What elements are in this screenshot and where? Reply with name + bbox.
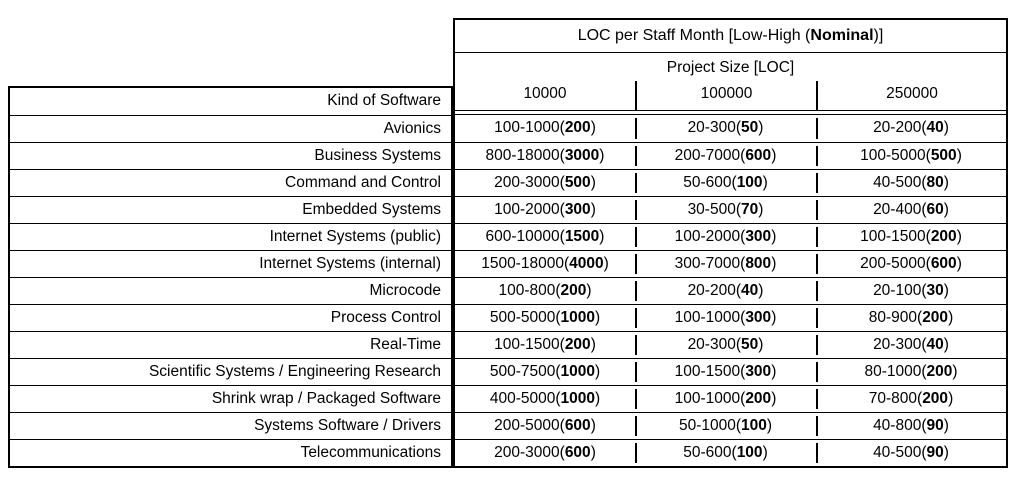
table-title-prefix: LOC per Staff Month [Low-High ( [577, 27, 811, 44]
value-cell: 200-3000(500) [494, 174, 596, 191]
kind-cell: Telecommunications [10, 439, 451, 466]
value-cell: 500-5000(1000) [489, 309, 601, 326]
table-title: LOC per Staff Month [Low-High (Nominal)] [455, 20, 1006, 53]
value-cell: 100-1000(300) [635, 305, 816, 331]
kind-cell: Shrink wrap / Packaged Software [10, 385, 451, 412]
value-cell: 50-600(100) [635, 170, 816, 196]
project-size-100000: 100000 [635, 81, 816, 110]
value-cell: 40-800(90) [816, 413, 1006, 439]
table-row: 100-2000(300) 30-500(70) 20-400(60) [455, 196, 1006, 223]
value-cell: 80-900(200) [816, 305, 1006, 331]
value-cell: 20-200(40) [635, 278, 816, 304]
header-double-rule [455, 110, 1006, 115]
value-cell: 100-2000(300) [635, 224, 816, 250]
value-cell: 500-7500(1000) [489, 363, 601, 380]
value-cell: 100-1500(300) [635, 359, 816, 385]
value-cell: 40-500(90) [816, 440, 1006, 466]
kind-cell: Systems Software / Drivers [10, 412, 451, 439]
kind-column-rows: Avionics Business Systems Command and Cont… [10, 115, 451, 466]
value-cell: 70-800(200) [816, 386, 1006, 412]
value-cell: 100-1000(200) [494, 119, 596, 136]
table-row: 200-3000(500) 50-600(100) 40-500(80) [455, 169, 1006, 196]
value-cell: 100-1000(200) [635, 386, 816, 412]
value-cell: 50-1000(100) [635, 413, 816, 439]
value-cell: 20-400(60) [816, 197, 1006, 223]
table-row: 200-5000(600) 50-1000(100) 40-800(90) [455, 412, 1006, 439]
table-title-suffix: )] [873, 27, 884, 44]
data-rows: 100-1000(200) 20-300(50) 20-200(40) 800-180… [455, 115, 1006, 466]
project-size-header-row: 10000 100000 250000 [455, 81, 1006, 110]
kind-of-software-header: Kind of Software [327, 92, 441, 109]
table-row: 500-5000(1000) 100-1000(300) 80-900(200) [455, 304, 1006, 331]
kind-cell: Command and Control [10, 169, 451, 196]
value-cell: 800-18000(3000) [485, 147, 605, 164]
value-cell: 400-5000(1000) [489, 390, 601, 407]
value-cell: 100-2000(300) [494, 201, 596, 218]
project-size-subtitle: Project Size [LOC] [666, 59, 795, 76]
loc-data-block: LOC per Staff Month [Low-High (Nominal)]… [453, 18, 1008, 468]
kind-cell: Internet Systems (public) [10, 223, 451, 250]
value-cell: 200-7000(600) [635, 143, 816, 169]
value-cell: 100-800(200) [498, 282, 592, 299]
value-cell: 1500-18000(4000) [481, 255, 609, 272]
table-row: 100-800(200) 20-200(40) 20-100(30) [455, 277, 1006, 304]
value-cell: 20-300(50) [635, 332, 816, 358]
value-cell: 20-100(30) [816, 278, 1006, 304]
value-cell: 80-1000(200) [816, 359, 1006, 385]
value-cell: 600-10000(1500) [485, 228, 605, 245]
value-cell: 20-200(40) [816, 115, 1006, 142]
value-cell: 200-5000(600) [494, 417, 596, 434]
kind-of-software-column: Kind of Software Avionics Business System… [8, 86, 453, 468]
table-row: 400-5000(1000) 100-1000(200) 70-800(200) [455, 385, 1006, 412]
kind-cell: Internet Systems (internal) [10, 250, 451, 277]
kind-cell: Business Systems [10, 142, 451, 169]
kind-cell: Scientific Systems / Engineering Researc… [10, 358, 451, 385]
table-row: 100-1000(200) 20-300(50) 20-200(40) [455, 115, 1006, 142]
project-size-250000: 250000 [816, 81, 1006, 110]
table-title-nominal: Nominal [810, 27, 874, 44]
table-row: 800-18000(3000) 200-7000(600) 100-5000(500… [455, 142, 1006, 169]
value-cell: 30-500(70) [635, 197, 816, 223]
table-row: 1500-18000(4000) 300-7000(800) 200-5000(60… [455, 250, 1006, 277]
table-row: 500-7500(1000) 100-1500(300) 80-1000(200) [455, 358, 1006, 385]
kind-cell: Microcode [10, 277, 451, 304]
value-cell: 100-5000(500) [816, 143, 1006, 169]
value-cell: 20-300(40) [816, 332, 1006, 358]
value-cell: 200-3000(600) [494, 444, 596, 461]
value-cell: 300-7000(800) [635, 251, 816, 277]
table-row: 200-3000(600) 50-600(100) 40-500(90) [455, 439, 1006, 466]
value-cell: 50-600(100) [635, 440, 816, 466]
value-cell: 20-300(50) [635, 115, 816, 142]
kind-cell: Avionics [10, 115, 451, 142]
project-size-10000: 10000 [523, 85, 567, 102]
kind-cell: Process Control [10, 304, 451, 331]
value-cell: 40-500(80) [816, 170, 1006, 196]
table-row: 600-10000(1500) 100-2000(300) 100-1500(200… [455, 223, 1006, 250]
kind-cell: Real-Time [10, 331, 451, 358]
kind-cell: Embedded Systems [10, 196, 451, 223]
value-cell: 100-1500(200) [494, 336, 596, 353]
value-cell: 200-5000(600) [816, 251, 1006, 277]
table-row: 100-1500(200) 20-300(50) 20-300(40) [455, 331, 1006, 358]
value-cell: 100-1500(200) [816, 224, 1006, 250]
